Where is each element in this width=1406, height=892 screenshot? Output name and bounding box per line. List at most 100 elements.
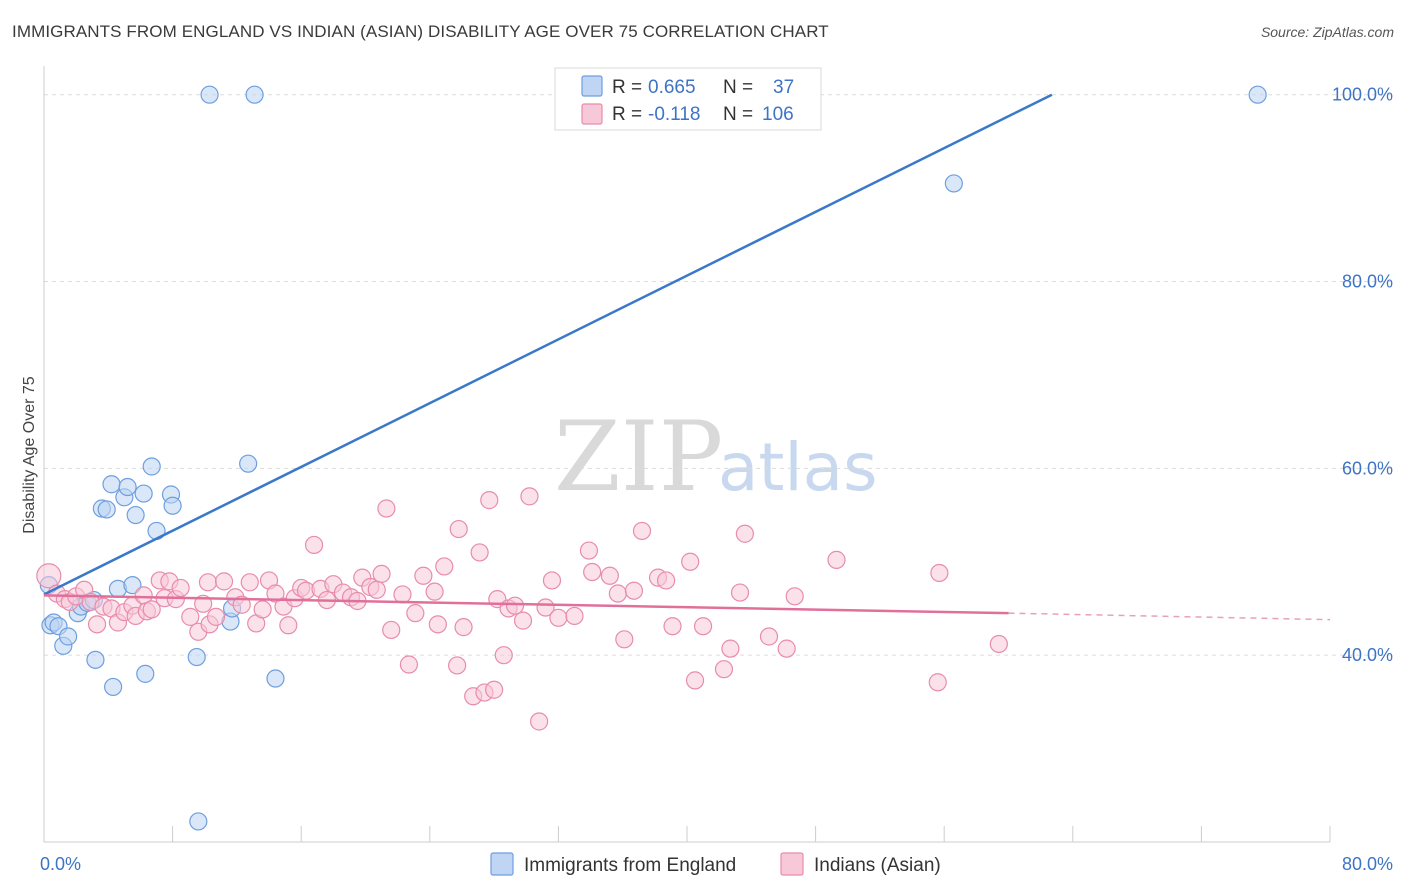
y-tick-label: 40.0% (1342, 645, 1393, 665)
legend-swatch-england (581, 75, 603, 97)
england-point (187, 647, 206, 667)
watermark-zip: ZIP (554, 401, 723, 513)
indian-point (406, 604, 425, 623)
indian-point (624, 581, 644, 600)
y-tick-labels: 100.0% 80.0% 60.0% 40.0% (1332, 85, 1393, 665)
source-note: Source: ZipAtlas.com (1260, 24, 1394, 40)
indian-point (214, 572, 234, 591)
england-point (86, 650, 105, 669)
indian-point (615, 630, 634, 649)
england-point (245, 85, 264, 104)
indian-point (759, 627, 779, 646)
indian-point (240, 573, 259, 592)
indian-point (304, 535, 324, 555)
indian-point (435, 557, 454, 576)
trend-lines (43, 93, 1331, 621)
indian-point (549, 608, 568, 627)
indian-point (681, 552, 700, 571)
england-point (200, 85, 219, 104)
x-tick-labels: 0.0% 80.0% (40, 854, 1393, 874)
indian-point (536, 598, 555, 617)
indian-point (513, 611, 533, 630)
trend-line-indian (43, 594, 1009, 615)
indian-point (382, 620, 401, 640)
indian-point (206, 607, 226, 626)
watermark: ZIP atlas (554, 401, 878, 513)
indian-point (425, 582, 444, 601)
england-point (1248, 85, 1267, 104)
indian-point (372, 564, 391, 584)
indian-points (36, 487, 1008, 731)
indian-point (36, 563, 62, 589)
bottom-legend-swatch-indian (780, 852, 804, 876)
indian-point (785, 587, 804, 606)
indian-point (693, 617, 713, 636)
bottom-legend-label-england: Immigrants from England (524, 855, 736, 876)
bottom-legend: Immigrants from England Indians (Asian) (490, 852, 941, 876)
england-point (189, 812, 208, 831)
indian-point (448, 656, 467, 675)
indian-point (399, 655, 419, 674)
england-point (118, 477, 137, 497)
legend-n-label-england: N = (723, 77, 753, 98)
trend-line-indian-extension (1008, 612, 1331, 621)
indian-point (721, 639, 740, 658)
legend-r-value-england: 0.665 (648, 77, 696, 98)
indian-point (583, 562, 602, 582)
indian-point (520, 487, 539, 506)
indian-point (367, 580, 386, 599)
watermark-atlas: atlas (718, 429, 878, 506)
england-point (136, 664, 155, 683)
indian-point (377, 499, 396, 518)
indian-point (930, 563, 949, 583)
indian-point (393, 585, 412, 604)
england-point (134, 484, 153, 503)
indian-point (494, 646, 513, 665)
indian-point (989, 634, 1008, 654)
england-point (142, 457, 161, 476)
x-tick-label: 80.0% (1342, 854, 1393, 874)
indian-point (657, 571, 676, 590)
indian-point (530, 712, 549, 731)
england-point (266, 669, 285, 688)
legend-n-label-indian: N = (723, 104, 753, 125)
england-point (102, 475, 121, 494)
england-point (59, 627, 78, 646)
indian-point (579, 541, 599, 560)
indian-point (777, 639, 796, 658)
legend-r-label-england: R = (612, 77, 642, 98)
indian-point (505, 596, 525, 615)
legend-n-value-indian: 106 (762, 104, 794, 125)
axes (43, 66, 1331, 843)
indian-point (253, 600, 272, 619)
england-point (97, 500, 116, 519)
indian-point (198, 573, 218, 592)
indian-point (414, 566, 433, 585)
england-point (104, 677, 123, 697)
indian-point (480, 491, 499, 510)
indian-point (663, 617, 682, 636)
indian-point (685, 671, 705, 690)
england-point (126, 505, 145, 525)
indian-point (485, 680, 504, 699)
indian-point (714, 660, 734, 679)
indian-point (928, 673, 947, 692)
legend-r-label-indian: R = (612, 104, 642, 125)
indian-point (470, 543, 489, 562)
england-point (239, 454, 258, 473)
indian-point (565, 606, 584, 626)
legend-swatch-indian (581, 103, 603, 125)
indian-point (266, 584, 285, 603)
legend-n-value-england: 37 (773, 77, 794, 98)
indian-point (449, 519, 468, 539)
indian-point (181, 607, 200, 626)
indian-point (827, 550, 846, 569)
y-tick-label: 80.0% (1342, 272, 1393, 292)
gridlines (44, 94, 1393, 656)
indian-point (454, 618, 473, 637)
indian-point (87, 615, 107, 634)
indian-point (279, 616, 298, 635)
england-point (123, 576, 142, 595)
indian-point (142, 600, 161, 619)
